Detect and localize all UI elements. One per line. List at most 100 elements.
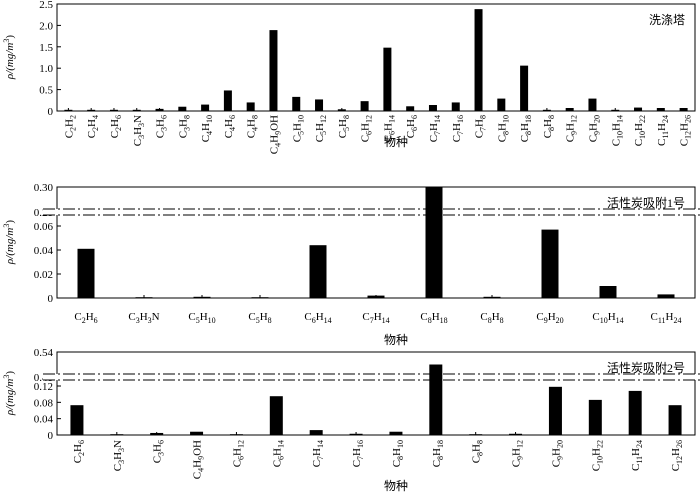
x-axis-label: 物种 [384,479,408,493]
category-label: C3H3N [128,311,159,325]
category-label: C4H10 [200,115,214,142]
category-label-part: 14 [387,115,396,123]
category-label-part: 9 [592,131,601,135]
category-label: C2H2 [63,115,77,138]
category-label-part: C [630,464,642,471]
bar [201,104,210,111]
category-label-part: H [633,123,645,131]
y-tick-label: 2.5 [39,0,53,11]
category-label-part: 24 [661,115,670,123]
category-label-part: C [405,131,417,138]
y-tick-label: 0.02 [34,269,53,281]
category-label-part: C [391,460,403,467]
category-label: C7H16 [451,115,465,142]
category-label-part: 10 [396,440,405,448]
bar [309,245,327,298]
category-label-part: C [128,311,135,323]
category-label-part: C [651,311,658,323]
category-label-part: 5 [319,131,328,135]
category-label-part: 8 [524,131,533,135]
category-label-part: 14 [316,440,325,448]
category-label-part: 2 [68,127,77,131]
category-label: C8H8 [542,115,556,138]
category-label-part: 4 [273,143,282,147]
category-label-part: C [592,311,599,323]
category-label: C6H14 [271,440,285,467]
category-label-part: 7 [356,456,365,460]
category-label: C6H14 [304,311,331,325]
category-label-part: OH [192,440,204,456]
category-label: C10H14 [592,311,623,325]
category-label-part: N [152,311,160,323]
category-label-part: C [480,311,487,323]
y-tick-label: 0.54 [34,347,54,359]
category-label-part: 3 [117,448,126,452]
y-axis-label-sup: 3 [2,375,11,379]
category-label: C8H10 [391,440,405,467]
category-label-part: H [177,119,189,127]
category-label-part: 2 [68,115,77,119]
category-label-part: H [405,119,417,127]
category-label: C7H16 [351,440,365,467]
category-label-part: H [223,119,235,127]
category-label-part: 8 [436,456,445,460]
category-label: C5H10 [291,115,305,142]
category-label-part: 24 [635,440,644,448]
category-label-part: N [112,440,124,448]
category-label-part: 14 [382,316,390,325]
bar [223,90,232,111]
category-label-part: C [550,460,562,467]
category-label-part: C [351,460,363,467]
category-label-part: 11 [635,456,644,464]
category-label-part: H [432,311,440,323]
category-label: C12H26 [670,440,684,471]
category-label-part: 6 [236,456,245,460]
category-label-part: 6 [228,115,237,119]
y-tick-label: 0 [48,106,54,118]
category-label-part: 8 [342,115,351,119]
category-label-part: H [428,123,440,131]
category-label-part: H [492,311,500,323]
category-label-part: C [248,311,255,323]
category-label-part: C [192,472,204,479]
category-label-part: H [271,448,283,456]
category-label-part: H [451,123,463,131]
category-label-part: 2 [114,127,123,131]
category-label-part: C [271,460,283,467]
category-label-part: H [231,448,243,456]
x-axis-label: 物种 [384,135,408,149]
category-label-part: OH [268,115,280,131]
x-axis-label: 物种 [384,333,408,347]
category-label-part: C [86,131,98,138]
category-label-part: 18 [440,316,448,325]
category-label-part: 6 [387,131,396,135]
category-label-part: 6 [365,131,374,135]
category-label: C8H8 [480,311,503,325]
category-label-part: C [177,131,189,138]
bar [588,399,602,435]
category-label-part: H [268,135,280,143]
category-label-part: 10 [595,456,604,464]
category-label-part: C [587,135,599,142]
bar [269,396,283,435]
category-label-part: 9 [197,456,206,460]
chart-panel-2: 00.020.040.060.280.30C2H6C3H3NC5H10C5H8C… [2,182,700,347]
y-axis-label-suffix: ) [4,371,16,375]
category-label-part: H [608,311,616,323]
category-label-part: 4 [251,127,260,131]
category-label: C10H14 [610,115,624,146]
bar [668,405,682,435]
category-label-part: H [152,444,164,452]
category-label-part: C [428,135,440,142]
category-label-part: 14 [324,316,332,325]
category-label: C7H14 [311,440,325,467]
y-axis-label-suffix: ) [4,220,16,224]
category-label-part: 6 [312,316,316,325]
category-label-part: C [536,311,543,323]
category-label-part: 26 [675,440,684,448]
category-label-part: C [200,135,212,142]
category-label-part: H [155,119,167,127]
category-label-part: H [496,123,508,131]
plot-frame [56,186,696,299]
